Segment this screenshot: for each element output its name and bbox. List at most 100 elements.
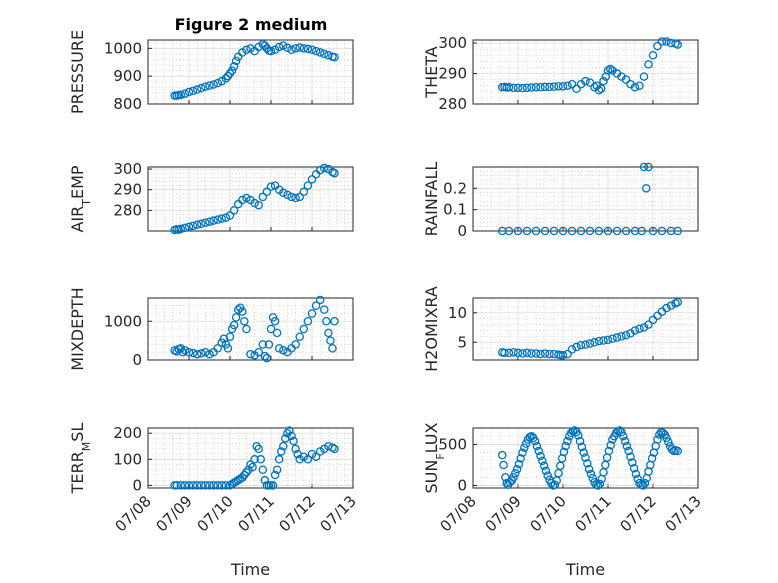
panel-2-data-point bbox=[673, 40, 683, 49]
panel-5-y-axis-label: MIXDEPTH bbox=[68, 287, 87, 370]
panel-8-y-tick-label: 500 bbox=[438, 435, 467, 453]
panel-5-data-point bbox=[205, 349, 214, 359]
panel-5-data-point bbox=[184, 347, 194, 357]
panel-3-data-point bbox=[192, 220, 202, 230]
panel-2-axis-box bbox=[472, 39, 699, 105]
panel-4-y-tick-label: 0 bbox=[457, 222, 467, 240]
panel-7-data-point bbox=[176, 481, 186, 490]
panel-6-data-point bbox=[500, 348, 509, 358]
panel-7-data-point bbox=[328, 443, 337, 452]
panel-4-data-point bbox=[648, 226, 658, 236]
panel-7-data-point bbox=[287, 431, 296, 441]
panel-4-data-point bbox=[576, 226, 586, 236]
panel-5-data-point bbox=[330, 316, 339, 326]
panel-6-y-axis-label: H2OMIXRA bbox=[422, 286, 441, 372]
panel-7-data-point bbox=[276, 447, 286, 456]
panel-4-data-point bbox=[549, 226, 559, 236]
panel-5-data-point bbox=[240, 316, 249, 326]
panel-5-data-point bbox=[322, 316, 331, 326]
panel-6-data-point bbox=[540, 349, 550, 358]
panel-7-data-point bbox=[270, 470, 280, 480]
panel-3-data-point bbox=[176, 224, 186, 234]
panel-8-x-tick-label: 07/13 bbox=[662, 492, 705, 535]
panel-3-data-point bbox=[217, 214, 227, 223]
panel-3-data-point bbox=[254, 200, 263, 210]
panel-8-data-point bbox=[532, 441, 542, 451]
panel-4-y-tick-label: 0.1 bbox=[443, 201, 467, 219]
panel-8-data-point bbox=[538, 456, 547, 466]
panel-5-data-point bbox=[320, 305, 329, 314]
panel-5-data-point bbox=[229, 320, 239, 330]
panel-1-y-tick-label: 1000 bbox=[104, 39, 142, 57]
panel-3-data-point bbox=[303, 181, 313, 190]
panel-7-x-tick-label: 07/10 bbox=[194, 492, 237, 535]
panel-7-x-tick-label: 07/12 bbox=[276, 492, 319, 535]
panel-5-data-point bbox=[299, 324, 309, 334]
panel-7-y-tick-label: 100 bbox=[113, 450, 142, 468]
panel-6-data-point bbox=[527, 349, 536, 358]
panel-7-data-point bbox=[303, 455, 313, 464]
panel-5-y-tick-label: 1000 bbox=[104, 312, 142, 330]
panel-8-data-point bbox=[583, 459, 592, 468]
panel-1-data-point bbox=[209, 80, 218, 89]
panel-2-data-point bbox=[531, 82, 541, 92]
panel-3-data-point bbox=[197, 219, 206, 229]
panel-3-data-point bbox=[188, 221, 198, 231]
panel-4-axis-box bbox=[472, 166, 699, 232]
panel-8-data-point bbox=[516, 454, 525, 463]
panel-1-data-point bbox=[188, 86, 198, 96]
panel-2-data-point bbox=[606, 64, 615, 74]
panel-2-data-point bbox=[563, 81, 572, 90]
panel-6-data-point bbox=[630, 326, 640, 335]
panel-2-data-point bbox=[567, 79, 577, 89]
panel-6-data-point bbox=[666, 301, 676, 310]
panel-7-data-point bbox=[213, 481, 222, 490]
panel-5-data-point bbox=[279, 346, 288, 355]
panel-8-data-point bbox=[628, 458, 637, 467]
panel-2-data-point bbox=[585, 78, 595, 87]
panel-3-data-point bbox=[201, 218, 210, 227]
panel-8-data-point bbox=[520, 443, 529, 452]
panel-8-data-point bbox=[664, 437, 673, 447]
panel-8-data-point bbox=[653, 435, 662, 444]
panel-7-data-point bbox=[242, 468, 251, 477]
panel-5-data-point bbox=[201, 347, 210, 357]
panel-2-data-point bbox=[635, 81, 644, 90]
panel-1-data-point bbox=[213, 78, 222, 88]
panel-2-data-point bbox=[630, 82, 640, 92]
panel-1-data-point bbox=[279, 41, 288, 50]
panel-3-data-point bbox=[307, 175, 317, 184]
panel-8-data-point bbox=[595, 479, 605, 489]
panel-2-data-point bbox=[527, 83, 536, 92]
panel-8-data-point bbox=[631, 469, 641, 479]
panel-5-data-point bbox=[262, 353, 272, 363]
panel-8-data-point bbox=[593, 481, 603, 490]
panel-5-data-point bbox=[231, 313, 241, 322]
panel-7-axis-box bbox=[147, 427, 354, 489]
panel-5-data-point bbox=[315, 295, 325, 305]
panel-5-data-point bbox=[291, 340, 300, 349]
panel-3-data-point bbox=[315, 165, 325, 175]
panel-1-data-point bbox=[311, 46, 321, 56]
panel-2-data-point bbox=[657, 37, 667, 46]
panel-5-data-point bbox=[254, 347, 263, 357]
panel-5-data-point bbox=[326, 336, 335, 345]
panel-2-data-point bbox=[653, 41, 662, 51]
panel-7-y-axis-label: TERRMSL bbox=[68, 423, 93, 495]
panel-7-data-point bbox=[172, 481, 181, 490]
panel-1-data-point bbox=[303, 44, 313, 54]
panel-1-data-point bbox=[242, 45, 251, 54]
panel-1-data-point bbox=[227, 66, 237, 75]
panel-3-data-point bbox=[287, 192, 296, 202]
panel-6-data-point bbox=[522, 348, 532, 358]
panel-7-x-axis-label: Time bbox=[230, 560, 270, 579]
panel-4-data-point bbox=[644, 162, 653, 172]
panel-5-data-point bbox=[242, 324, 251, 334]
panel-1-data-point bbox=[205, 81, 214, 90]
panel-7-x-tick-label: 07/11 bbox=[235, 492, 278, 535]
panel-8-data-point bbox=[536, 451, 545, 461]
panel-5-data-point bbox=[295, 332, 304, 341]
panel-5-y-tick-label: 0 bbox=[132, 351, 142, 369]
panel-8-y-axis-label: SUNFLUX bbox=[422, 422, 447, 493]
panel-4-data-point bbox=[522, 226, 532, 236]
